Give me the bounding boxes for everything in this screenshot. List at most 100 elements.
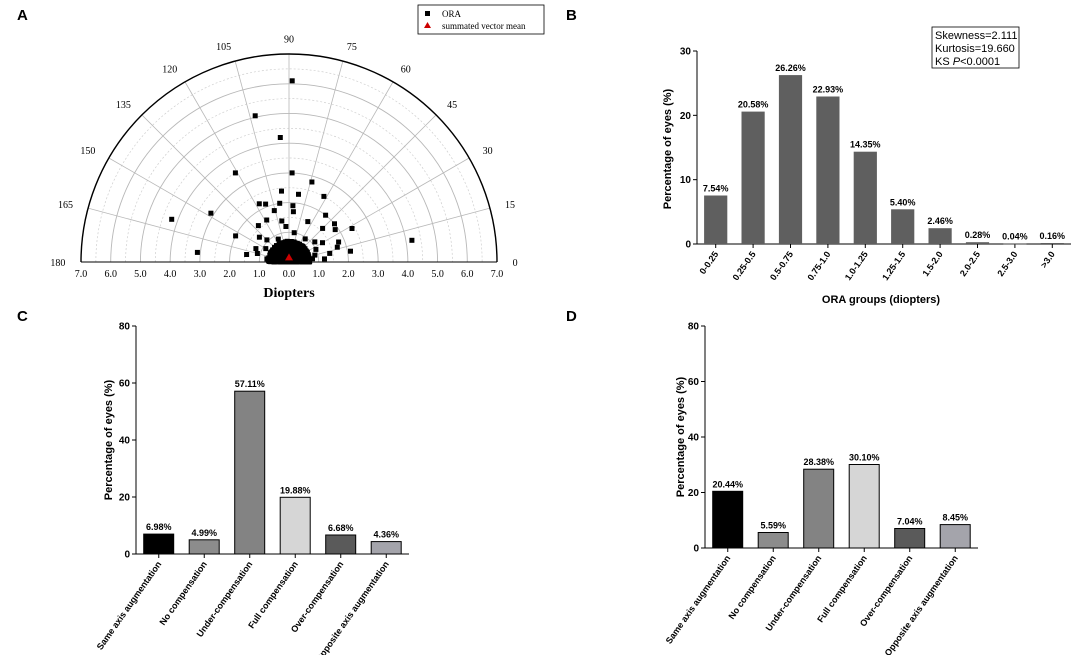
- polar-radial-tick-left: 6.0: [104, 269, 117, 280]
- panel-b-bar-label: 14.35%: [850, 140, 881, 150]
- ora-point: [301, 253, 307, 259]
- panel-letter-d: D: [566, 308, 577, 325]
- panel-d-bar-label: 20.44%: [713, 479, 744, 489]
- panel-d-y-tick-label: 0: [693, 544, 699, 555]
- panel-b-x-tick-label: >3.0: [1039, 249, 1057, 269]
- polar-spoke: [288, 114, 437, 263]
- polar-outer-arc: [80, 53, 498, 263]
- panel-b-x-tick-label: 1.0-1.25: [843, 249, 870, 282]
- ora-point: [252, 113, 258, 119]
- ora-point: [302, 236, 308, 242]
- ora-point: [332, 227, 338, 233]
- polar-spoke: [288, 60, 344, 263]
- polar-angle-label: 45: [447, 100, 457, 111]
- panel-b-bar: [965, 242, 990, 244]
- panel-c-bar-label: 6.98%: [146, 522, 172, 532]
- polar-radial-tick-left: 1.0: [253, 269, 266, 280]
- panel-b-x-tick-label: 0.25-0.5: [731, 249, 758, 282]
- polar-radial-tick-left: 0.0: [283, 269, 296, 280]
- panel-letter-c: C: [17, 308, 28, 325]
- stats-ks-prefix: KS: [935, 56, 953, 68]
- polar-angle-label: 60: [401, 64, 411, 75]
- panel-b-bar-label: 22.93%: [813, 85, 844, 95]
- panel-d-bar: [757, 532, 789, 549]
- panel-d-bar-label: 28.38%: [804, 457, 835, 467]
- ora-point: [295, 243, 300, 249]
- panel-b-bar-label: 2.46%: [927, 216, 953, 226]
- panel-c-bars: 6.98% 4.99% 57.11% 19.88% 6.68% 4.36%: [143, 379, 402, 555]
- panel-c-bar: [325, 534, 357, 555]
- ora-point: [289, 170, 295, 176]
- panel-b-ylabel: Percentage of eyes (%): [662, 88, 674, 209]
- ora-point: [293, 246, 299, 252]
- ora-point: [301, 249, 307, 255]
- polar-radial-tick-right: 6.0: [461, 269, 474, 280]
- polar-radial-tick-right: 4.0: [402, 269, 415, 280]
- panel-c-ylabel: Percentage of eyes (%): [103, 379, 115, 500]
- panel-c-bar-label: 4.36%: [374, 530, 400, 540]
- panel-b-bar: [853, 151, 877, 244]
- ora-point: [409, 237, 415, 243]
- ora-point: [313, 246, 319, 252]
- stats-ks: KS P<0.0001: [935, 56, 1000, 68]
- polar-radial-tick-right: 1.0: [312, 269, 325, 280]
- polar-angle-label: 90: [284, 34, 294, 45]
- panel-b-x-tick-label: 1.5-2.0: [920, 249, 944, 278]
- panel-c-bar: [143, 533, 175, 555]
- ora-point: [303, 256, 309, 262]
- ora-point: [256, 234, 262, 240]
- ora-point: [169, 216, 175, 222]
- panel-c-x-tick-label: Same axis augmentation: [95, 559, 164, 651]
- panel-c-bar: [279, 496, 311, 555]
- panel-b-bar-label: 0.04%: [1002, 232, 1028, 242]
- polar-spoke: [288, 207, 491, 263]
- panel-d-bar-label: 7.04%: [897, 517, 923, 527]
- polar-radial-tick-left: 2.0: [223, 269, 236, 280]
- panel-b-bar-label: 26.26%: [775, 63, 806, 73]
- ora-point: [298, 257, 304, 263]
- ora-point: [281, 240, 287, 246]
- vector-mean-marker: [285, 253, 293, 261]
- panel-c-y-tick-label: 40: [119, 436, 131, 447]
- panel-b-bar-label: 5.40%: [890, 197, 916, 207]
- polar-radial-tick-left: 5.0: [134, 269, 147, 280]
- panel-b-x-tick-label: 0-0.25: [698, 249, 721, 276]
- panel-b-x-tick-label: 0.75-1.0: [805, 249, 832, 282]
- ora-point: [273, 254, 279, 260]
- ora-point: [310, 256, 315, 262]
- panel-d-bars: 20.44% 5.59% 28.38% 30.10% 7.04% 8.45%: [712, 453, 971, 549]
- ora-point: [275, 236, 281, 242]
- ora-point: [286, 239, 292, 245]
- panel-letter-a: A: [17, 7, 28, 24]
- panel-c-x-tick-label: No compensation: [157, 559, 209, 627]
- panel-b-y-tick-label: 20: [680, 111, 692, 122]
- ora-point: [277, 258, 283, 264]
- ora-point: [274, 249, 279, 254]
- ora-point: [283, 224, 289, 229]
- ora-point: [295, 249, 301, 255]
- panel-b-bar: [928, 228, 952, 244]
- polar-angle-label: 0: [513, 258, 518, 269]
- panel-c-x-tick-label: Full compensation: [246, 559, 300, 630]
- ora-point: [321, 193, 327, 199]
- ora-point: [233, 233, 239, 239]
- stats-skewness: Skewness=2.111: [935, 30, 1017, 42]
- ora-point: [332, 221, 337, 227]
- panel-d-y-tick-label: 40: [688, 433, 700, 444]
- ora-point: [264, 256, 270, 262]
- panel-c-y-tick-label: 60: [119, 379, 131, 390]
- ora-point: [289, 248, 295, 253]
- polar-angle-label: 75: [347, 42, 357, 53]
- panel-c-bar: [188, 539, 220, 555]
- panel-c-y-tick-label: 80: [119, 322, 131, 333]
- ora-point: [349, 226, 355, 231]
- panel-d-ylabel: Percentage of eyes (%): [675, 376, 687, 497]
- ora-point: [256, 201, 262, 207]
- ora-point: [309, 179, 315, 185]
- ora-point: [320, 225, 326, 231]
- polar-spoke: [288, 81, 394, 263]
- panel-b-bars: 7.54% 20.58% 26.26% 22.93% 14.35% 5.40% 2.46% 0…: [703, 63, 1065, 245]
- panel-d-y-tick-label: 20: [688, 488, 700, 499]
- polar-radial-tick-left: 7.0: [75, 269, 88, 280]
- polar-radial-tick-left: 3.0: [194, 269, 207, 280]
